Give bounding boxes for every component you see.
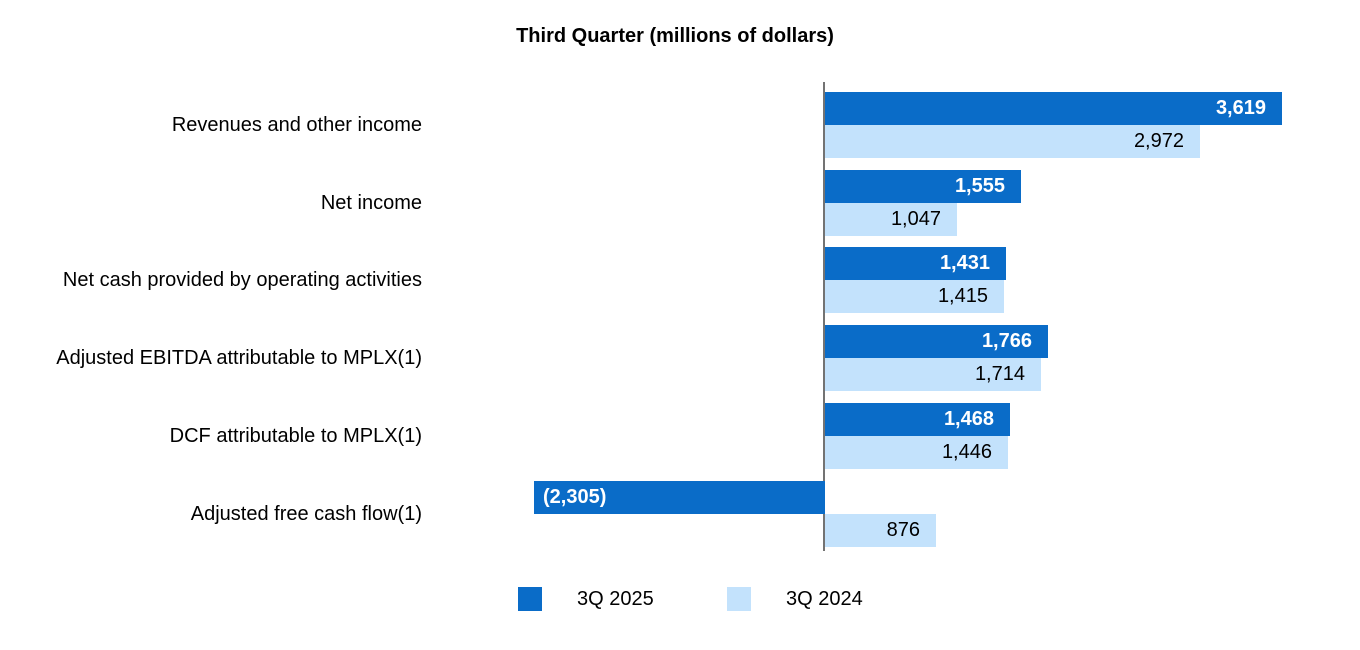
bar-3q-2025: 1,766: [825, 325, 1048, 358]
bar-3q-2025: 1,431: [825, 247, 1006, 280]
legend-swatch-icon: [727, 587, 751, 611]
bar-3q-2024: 1,714: [825, 358, 1041, 391]
category-label: Adjusted EBITDA attributable to MPLX(1): [56, 347, 422, 369]
data-label: 1,766: [981, 330, 1032, 352]
data-label: (2,305): [543, 486, 607, 508]
data-label: 1,446: [941, 441, 992, 463]
bar-3q-2025: (2,305): [534, 481, 825, 514]
category-label: Adjusted free cash flow(1): [190, 503, 422, 525]
category-label: Net income: [320, 192, 422, 214]
chart-title: Third Quarter (millions of dollars): [516, 25, 834, 47]
legend-label: 3Q 2025: [577, 588, 654, 610]
bar-3q-2025: 3,619: [825, 92, 1282, 125]
data-label: 1,555: [954, 175, 1005, 197]
data-label: 1,468: [943, 408, 994, 430]
category-label: Revenues and other income: [171, 114, 422, 136]
data-label: 1,047: [890, 208, 941, 230]
legend-swatch-icon: [518, 587, 542, 611]
data-label: 1,415: [937, 285, 988, 307]
data-label: 1,714: [974, 363, 1025, 385]
category-label: Net cash provided by operating activitie…: [62, 269, 422, 291]
legend: 3Q 2025 3Q 2024: [0, 587, 1360, 613]
bar-3q-2025: 1,555: [825, 170, 1021, 203]
bar-3q-2024: 1,047: [825, 203, 957, 236]
bar-3q-2024: 1,415: [825, 280, 1004, 313]
category-label: DCF attributable to MPLX(1): [169, 425, 422, 447]
data-label: 2,972: [1133, 130, 1184, 152]
bar-3q-2025: 1,468: [825, 403, 1010, 436]
data-label: 3,619: [1215, 97, 1266, 119]
bar-3q-2024: 2,972: [825, 125, 1200, 158]
legend-label: 3Q 2024: [786, 588, 863, 610]
data-label: 876: [886, 519, 920, 541]
value-axis-baseline: [823, 82, 825, 551]
bar-3q-2024: 876: [825, 514, 936, 547]
data-label: 1,431: [939, 252, 990, 274]
bar-3q-2024: 1,446: [825, 436, 1008, 469]
